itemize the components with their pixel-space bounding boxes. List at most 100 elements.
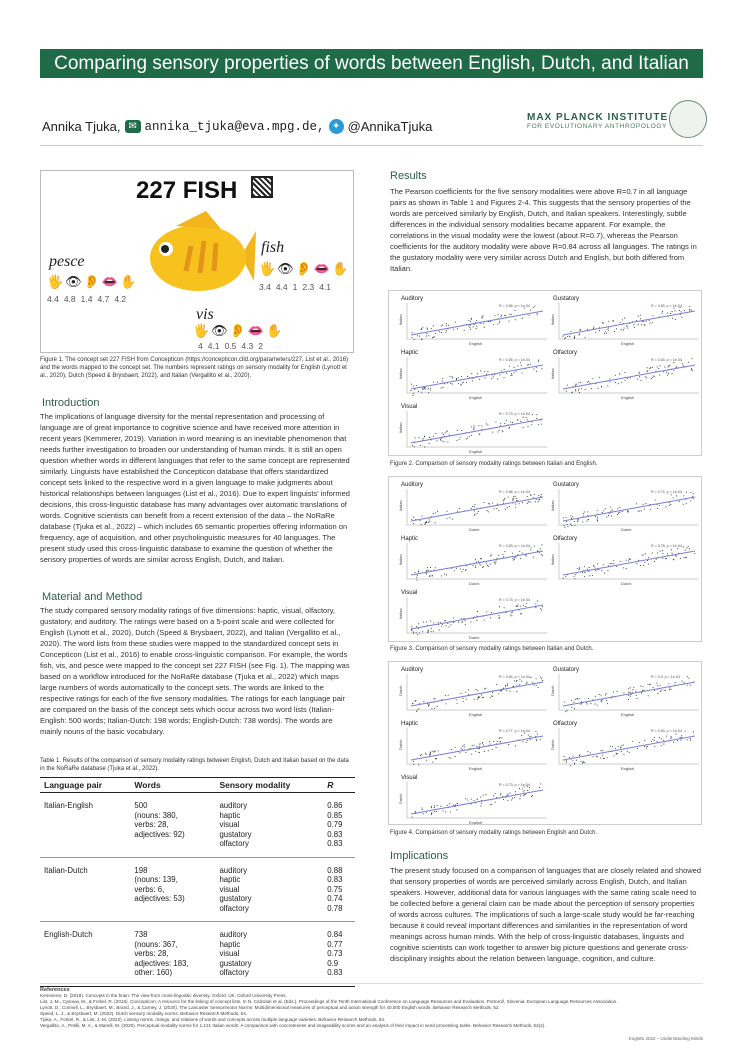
panel-title: Gustatory: [553, 482, 579, 488]
author-line: Annika Tjuka, ✉ annika_tjuka@eva.mpg.de,…: [42, 119, 432, 134]
reference-item: Tjuka, A., Forkel, R., & List, J.-M. (20…: [40, 1017, 386, 1022]
reference-item: Vergallito, A., Petilli, M. A., & Marell…: [40, 1023, 546, 1028]
panel-title: Olfactory: [553, 536, 577, 542]
author-twitter[interactable]: @AnnikaTjuka: [347, 119, 433, 134]
panel-auditory: Auditory R = 0.86, p < 1e-04 English Italia…: [398, 296, 547, 346]
y-axis-label: Italian: [550, 314, 555, 325]
scatter-panels: Auditory R = 0.86, p < 1e-04 English Italia…: [398, 296, 699, 454]
reference-item: List, J.-M., Cysouw, M., & Forkel, R. (2…: [40, 999, 618, 1004]
reference-item: Lynott, D., Connell, L., Brysbaert, M., …: [40, 1005, 500, 1010]
twitter-icon: ✦: [328, 119, 344, 134]
ratings-vis: 4 4.1 0.5 4.3 2: [198, 341, 263, 351]
x-axis-label: English: [621, 766, 634, 771]
reference-item: Kemmerer, D. (2019). Concepts in the bra…: [40, 993, 287, 998]
regression-line: [410, 681, 544, 707]
panel-stat: R = 0.83, p < 1e-04: [651, 729, 682, 733]
x-axis-label: English: [469, 341, 482, 346]
method-heading: Material and Method: [42, 591, 143, 603]
panel-stat: R = 0.85, p < 1e-04: [499, 358, 530, 362]
regression-line: [410, 364, 544, 390]
y-axis-label: Italian: [550, 500, 555, 511]
regression-line: [410, 310, 544, 336]
references-heading: References: [40, 987, 70, 993]
y-axis-label: Italian: [398, 554, 403, 565]
panel-stat: R = 0.9, p < 1e-04: [651, 675, 680, 679]
regression-line: [562, 310, 696, 336]
results-table: Language pair Words Sensory modality R I…: [40, 777, 355, 987]
results-text: The Pearson coefficients for the five se…: [390, 187, 697, 273]
x-axis-label: Dutch: [469, 527, 479, 532]
panel-stat: R = 0.84, p < 1e-04: [499, 675, 530, 679]
table-caption: Table 1. Results of the comparison of se…: [40, 758, 349, 772]
figure-2: Auditory R = 0.86, p < 1e-04 English Italia…: [388, 290, 702, 456]
table-cell-words: 738 (nouns: 367, verbs: 28, adjectives: 183…: [130, 921, 216, 987]
references-divider: [40, 983, 703, 984]
x-axis-label: English: [621, 712, 634, 717]
figure-3: Auditory R = 0.88, p < 1e-04 Dutch Italian G…: [388, 476, 702, 642]
figure-1-caption: Figure 1. The concept set 227 FISH from …: [40, 357, 349, 379]
panel-haptic: Haptic R = 0.85, p < 1e-04 English Italian: [398, 350, 547, 400]
panel-title: Olfactory: [553, 721, 577, 727]
y-axis-label: Dutch: [398, 740, 403, 750]
regression-line: [410, 735, 544, 761]
panel-title: Haptic: [401, 536, 418, 542]
panel-title: Visual: [401, 590, 417, 596]
implications-heading: Implications: [390, 850, 449, 862]
table-row: Italian-English 500 (nouns: 380, verbs: 28,…: [40, 792, 355, 858]
scatter-panels: Auditory R = 0.84, p < 1e-04 English Dutch G…: [398, 667, 699, 825]
panel-title: Visual: [401, 775, 417, 781]
panel-stat: R = 0.78, p < 1e-04: [651, 544, 682, 548]
panel-gustatory: Gustatory R = 0.74, p < 1e-04 Dutch Italian: [550, 482, 699, 532]
panel-title: Auditory: [401, 667, 423, 673]
figure-3-caption: Figure 3. Comparison of sensory modality…: [390, 646, 594, 652]
table-cell-r: 0.86 0.85 0.79 0.83 0.83: [323, 792, 355, 858]
table-cell-modalities: auditory haptic visual gustatory olfactory: [215, 921, 324, 987]
regression-line: [410, 789, 544, 815]
regression-line: [562, 496, 696, 522]
x-axis-label: English: [469, 395, 482, 400]
x-axis-label: Dutch: [469, 635, 479, 640]
table-header-r: R: [323, 777, 355, 793]
x-axis-label: English: [621, 341, 634, 346]
figure-1-box: 227 FISH pesce 🖐👁👂👄✋ 4.4 4.8 1.4 4.7 4.2 fis…: [40, 170, 354, 353]
table-header-modality: Sensory modality: [215, 777, 324, 793]
regression-line: [410, 418, 544, 444]
sensory-icons-pesce: 🖐👁👂👄✋: [47, 274, 139, 289]
figure-4: Auditory R = 0.84, p < 1e-04 English Dutch G…: [388, 661, 702, 825]
panel-olfactory: Olfactory R = 0.78, p < 1e-04 Dutch Italian: [550, 536, 699, 586]
y-axis-label: Italian: [550, 554, 555, 565]
panel-title: Gustatory: [553, 296, 579, 302]
y-axis-label: Dutch: [550, 686, 555, 696]
panel-title: Olfactory: [553, 350, 577, 356]
table-cell-modalities: auditory haptic visual gustatory olfactory: [215, 857, 324, 922]
institute-subtitle: FOR EVOLUTIONARY ANTHROPOLOGY: [527, 123, 667, 130]
sensory-icons-fish: 🖐👁👂👄✋: [259, 261, 351, 276]
author-email[interactable]: annika_tjuka@eva.mpg.de,: [144, 119, 325, 134]
panel-stat: R = 0.86, p < 1e-04: [499, 304, 530, 308]
table-cell-r: 0.84 0.77 0.73 0.9 0.83: [323, 921, 355, 987]
figure-4-caption: Figure 4. Comparison of sensory modality…: [390, 830, 598, 836]
minerva-seal-icon: [669, 100, 707, 138]
regression-line: [562, 681, 696, 707]
y-axis-label: Italian: [550, 368, 555, 379]
header-divider: [40, 145, 703, 146]
panel-stat: R = 0.73, p < 1e-04: [499, 783, 530, 787]
panel-auditory: Auditory R = 0.88, p < 1e-04 Dutch Italian: [398, 482, 547, 532]
x-axis-label: English: [469, 766, 482, 771]
y-axis-label: Italian: [398, 314, 403, 325]
panel-title: Gustatory: [553, 667, 579, 673]
panel-title: Auditory: [401, 296, 423, 302]
word-pesce: pesce: [49, 253, 85, 270]
email-icon: ✉: [124, 120, 141, 133]
author-name: Annika Tjuka,: [42, 119, 121, 134]
introduction-heading: Introduction: [42, 397, 100, 409]
panel-stat: R = 0.77, p < 1e-04: [499, 729, 530, 733]
ratings-pesce: 4.4 4.8 1.4 4.7 4.2: [47, 294, 127, 304]
panel-title: Visual: [401, 404, 417, 410]
table-cell-r: 0.88 0.83 0.75 0.74 0.78: [323, 857, 355, 922]
y-axis-label: Italian: [398, 500, 403, 511]
panel-stat: R = 0.79, p < 1e-04: [499, 412, 530, 416]
table-cell-words: 198 (nouns: 139, verbs: 6, adjectives: 53): [130, 857, 216, 922]
word-fish: fish: [261, 239, 285, 256]
